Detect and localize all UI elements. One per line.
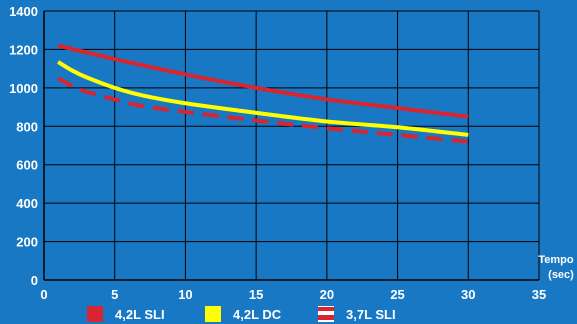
x-tick-label-25: 25 [390,287,404,302]
legend-label-1: 4,2L SLI [115,307,165,322]
legend-label-3: 3,7L SLI [346,307,396,322]
x-tick-label-15: 15 [249,287,263,302]
legend-swatch-3 [318,306,334,322]
x-tick-label-30: 30 [461,287,475,302]
y-tick-label-1000: 1000 [9,81,38,96]
x-tick-label-0: 0 [40,287,47,302]
x-tick-label-20: 20 [320,287,334,302]
x-tick-label-10: 10 [178,287,192,302]
y-tick-label-400: 400 [16,196,38,211]
y-tick-label-1200: 1200 [9,42,38,57]
x-axis-unit: (sec) [548,269,574,281]
legend-swatch-1 [87,306,103,322]
x-tick-label-35: 35 [532,287,546,302]
y-tick-label-0: 0 [31,273,38,288]
legend: 4,2L SLI 4,2L DC 3,7L SLI [87,306,396,322]
x-axis-title: Tempo [538,254,574,266]
grid [44,10,540,280]
axes [43,11,539,281]
legend-swatch-2 [205,306,221,322]
y-tick-label-200: 200 [16,235,38,250]
series-line-1 [57,43,469,119]
y-tick-label-600: 600 [16,158,38,173]
y-tick-label-800: 800 [16,119,38,134]
tick-labels: 0 5 10 15 20 25 30 35 0 200 400 600 800 1000 1200 1400 [9,4,546,302]
series-line-2 [57,60,469,137]
x-tick-label-5: 5 [111,287,118,302]
legend-label-2: 4,2L DC [233,307,282,322]
y-tick-label-1400: 1400 [9,4,38,19]
series-lines [57,43,469,144]
